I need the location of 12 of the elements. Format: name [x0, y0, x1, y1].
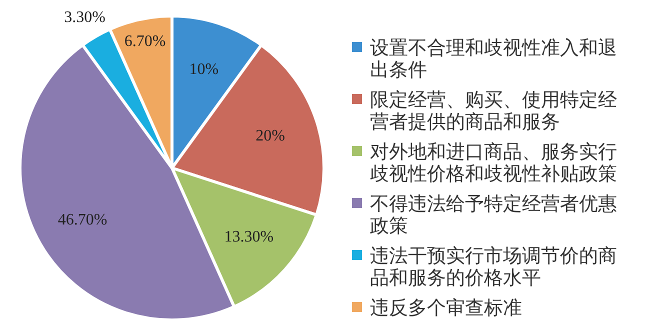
legend-label: 限定经营、购买、使用特定经营者提供的商品和服务 — [370, 89, 617, 133]
data-label: 20% — [256, 128, 285, 145]
data-label: 13.30% — [224, 228, 274, 246]
legend-label: 违反多个审查标准 — [370, 297, 522, 319]
legend-label: 不得违法给予特定经营者优惠政策 — [370, 193, 617, 237]
legend-label: 违法干预实行市场调节价的商品和服务的价格水平 — [370, 245, 617, 289]
data-label: 6.70% — [124, 33, 166, 50]
data-label: 46.70% — [58, 211, 108, 228]
data-label: 10% — [189, 61, 219, 78]
legend-label: 对外地和进口商品、服务实行歧视性价格和歧视性补贴政策 — [370, 141, 617, 185]
data-label: 3.30% — [64, 8, 106, 26]
legend-label: 设置不合理和歧视性准入和退出条件 — [370, 37, 617, 81]
